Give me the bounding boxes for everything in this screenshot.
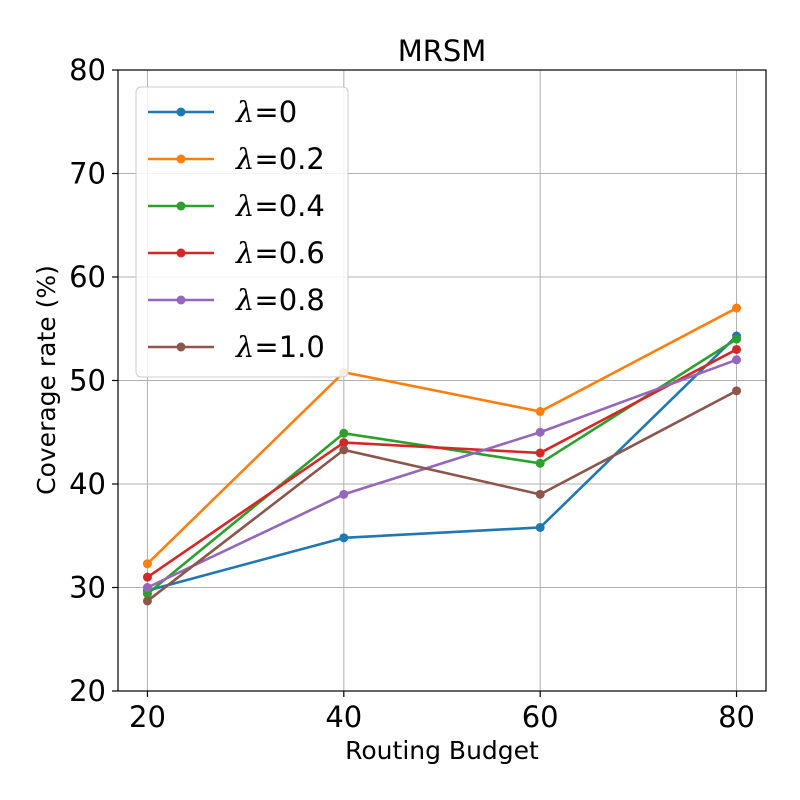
data-point bbox=[142, 589, 152, 599]
data-point bbox=[732, 355, 742, 365]
data-point bbox=[339, 533, 349, 543]
series-line bbox=[146, 348, 738, 579]
legend-label: =0.4 bbox=[254, 189, 324, 223]
y-tick-label: 80 bbox=[69, 53, 106, 87]
data-point bbox=[339, 445, 349, 455]
x-tick-label: 40 bbox=[325, 700, 362, 734]
data-point bbox=[339, 438, 349, 448]
data-point bbox=[732, 344, 742, 354]
legend-marker bbox=[176, 154, 186, 164]
data-point bbox=[535, 427, 545, 437]
legend-entry: λ=1.0 bbox=[235, 330, 325, 364]
x-axis-label: Routing Budget bbox=[345, 736, 539, 765]
legend-symbol: λ bbox=[235, 95, 254, 129]
data-point bbox=[339, 489, 349, 499]
series-4 bbox=[142, 355, 742, 592]
legend: λ=0λ=0.2λ=0.4λ=0.6λ=0.8λ=1.0 bbox=[135, 86, 349, 378]
data-point bbox=[142, 596, 152, 606]
legend-symbol: λ bbox=[235, 189, 254, 223]
legend-symbol: λ bbox=[235, 283, 254, 317]
legend-symbol: λ bbox=[235, 142, 254, 176]
series-line bbox=[146, 358, 737, 589]
data-point bbox=[339, 428, 349, 438]
legend-marker bbox=[176, 295, 186, 305]
data-point bbox=[535, 448, 545, 458]
x-tick-label: 60 bbox=[522, 700, 559, 734]
legend-label: =0.2 bbox=[254, 142, 324, 176]
y-tick-label: 50 bbox=[69, 364, 106, 398]
y-tick-label: 70 bbox=[69, 157, 106, 191]
legend-entry: λ=0.2 bbox=[235, 142, 325, 176]
y-tick-label: 40 bbox=[69, 467, 106, 501]
x-tick-label: 20 bbox=[129, 700, 166, 734]
y-tick-label: 30 bbox=[69, 571, 106, 605]
legend-entry: λ=0.8 bbox=[235, 283, 325, 317]
legend-label: =1.0 bbox=[254, 330, 324, 364]
data-point bbox=[535, 407, 545, 417]
data-point bbox=[732, 386, 742, 396]
x-tick-label: 80 bbox=[718, 700, 755, 734]
legend-symbol: λ bbox=[235, 330, 254, 364]
chart-title: MRSM bbox=[398, 34, 487, 68]
legend-symbol: λ bbox=[235, 236, 254, 270]
data-point bbox=[142, 559, 152, 569]
legend-label: =0.8 bbox=[254, 283, 324, 317]
legend-marker bbox=[176, 107, 186, 117]
series-5 bbox=[142, 386, 742, 606]
legend-entry: λ=0.4 bbox=[235, 189, 325, 223]
data-point bbox=[732, 334, 742, 344]
series-line bbox=[147, 335, 738, 592]
legend-entry: λ=0 bbox=[235, 95, 297, 129]
legend-entry: λ=0.6 bbox=[235, 236, 325, 270]
legend-marker bbox=[176, 248, 186, 258]
y-tick-label: 20 bbox=[69, 674, 106, 708]
legend-marker bbox=[176, 201, 186, 211]
y-tick-label: 60 bbox=[69, 260, 106, 294]
data-point bbox=[732, 303, 742, 313]
legend-label: =0.6 bbox=[254, 236, 324, 270]
data-point bbox=[142, 583, 152, 592]
data-point bbox=[535, 458, 545, 468]
series-3 bbox=[142, 344, 742, 582]
data-point bbox=[535, 522, 545, 532]
data-point bbox=[142, 572, 152, 582]
series-line bbox=[146, 306, 738, 565]
legend-label: =0 bbox=[254, 95, 297, 129]
data-point bbox=[535, 489, 545, 499]
series-line bbox=[146, 389, 738, 602]
y-axis-label: Coverage rate (%) bbox=[32, 265, 61, 495]
legend-marker bbox=[176, 342, 186, 352]
axis-ticks: 20 40 60 80 20 30 40 50 60 70 80 bbox=[69, 53, 755, 734]
